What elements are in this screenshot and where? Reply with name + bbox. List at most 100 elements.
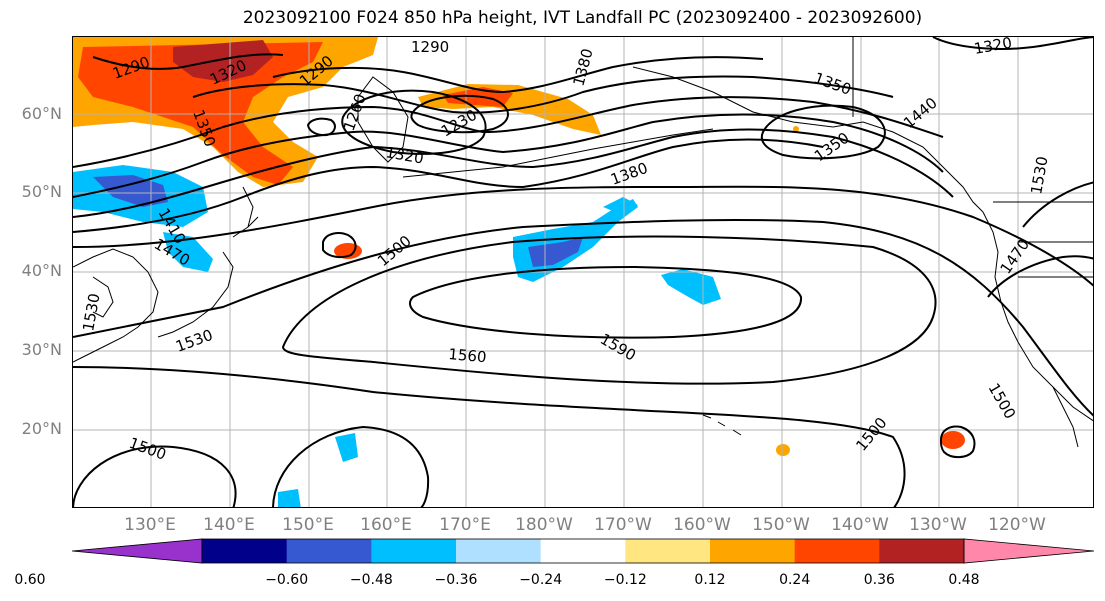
ivt-negative-area-japan — [163, 232, 213, 272]
contour-1290 — [92, 53, 284, 70]
colorbar-extend-high — [963, 538, 1095, 564]
contour-1350-gulf-closed — [760, 104, 886, 160]
coastline-aleutians — [402, 128, 714, 178]
map-canvas: 1290 1320 1290 1260 1290 1350 1380 1230 … — [73, 37, 1093, 507]
lon-label-120w: 120°W — [988, 515, 1046, 535]
border-us-canada — [852, 37, 1093, 278]
contour-label: 1560 — [448, 345, 488, 366]
ivt-negative-area-south-1 — [335, 433, 358, 462]
coastline-sakhalin — [242, 186, 254, 228]
colorbar-segment — [879, 539, 965, 563]
colorbar-segment — [456, 539, 542, 563]
coastline-asia — [73, 248, 159, 363]
ivt-negative-area-northeast — [603, 197, 638, 215]
contour-1560-closed — [281, 235, 937, 385]
contour-1530 — [73, 218, 1093, 417]
coastline-baja — [1052, 386, 1079, 448]
contour-1500-south — [73, 366, 906, 507]
coastline-alaska — [632, 66, 984, 213]
lon-label-160w: 160°W — [673, 515, 731, 535]
ivt-positive-small-gulf — [793, 126, 799, 132]
colorbar-tick-label: 0.12 — [694, 572, 726, 588]
contour-1590-closed — [409, 265, 803, 339]
lon-label-180w: 180°W — [515, 515, 573, 535]
colorbar — [71, 538, 1095, 564]
contour-1500-sw-low — [73, 445, 237, 507]
colorbar-segment — [202, 539, 288, 563]
colorbar-tick-label: −0.12 — [603, 572, 647, 588]
colorbar-segment — [540, 539, 626, 563]
contour-label: 1350 — [812, 69, 854, 99]
contour-label: 1320 — [973, 37, 1014, 58]
lon-label-170e: 170°E — [439, 515, 491, 535]
contour-1260-closed — [341, 89, 487, 155]
contour-label: 1290 — [411, 38, 449, 56]
colorbar-tick-label: −0.60 — [265, 572, 309, 588]
colorbar-tick-label: 0.48 — [948, 572, 980, 588]
ivt-positive-small-east — [941, 431, 965, 449]
colorbar-tick-label: 0.36 — [863, 572, 895, 588]
lon-label-140e: 140°E — [203, 515, 255, 535]
coastline-bc-wa — [982, 211, 1093, 422]
contour-1410 — [73, 113, 944, 198]
map-title: 2023092100 F024 850 hPa height, IVT Land… — [242, 8, 923, 28]
colorbar-extend-low — [71, 538, 203, 564]
contour-label: 1440 — [900, 94, 941, 132]
colorbar-segments — [71, 538, 1095, 564]
colorbar-tick-label: −0.48 — [349, 572, 393, 588]
colorbar-segment — [625, 539, 711, 563]
ivt-positive-small-hawaii-east — [776, 444, 790, 456]
contour-label: 1530 — [79, 292, 103, 333]
colorbar-tick-label: −0.24 — [519, 572, 563, 588]
colorbar-tick-label: 0.24 — [779, 572, 811, 588]
contour-label: 1260 — [340, 91, 370, 133]
contour-1500-south-closed — [272, 425, 430, 507]
contour-label: 1590 — [597, 330, 639, 365]
contour-1470-west-coast — [987, 255, 1093, 298]
contour-1380 — [73, 96, 944, 168]
ivt-negative-area-hawaii-north — [661, 269, 721, 305]
contour-small-closed-gulf2 — [306, 117, 336, 137]
contour-label: 1320 — [384, 143, 425, 167]
contour-1500-north — [73, 185, 1093, 287]
colorbar-segment — [286, 539, 372, 563]
contour-label: 1500 — [127, 434, 169, 464]
contour-1440 — [73, 128, 954, 218]
colorbar-segment — [710, 539, 796, 563]
coastlines — [73, 37, 1093, 448]
ivt-negative-core-japan-sea — [93, 175, 168, 207]
lon-label-170w: 170°W — [594, 515, 652, 535]
contour-small-closed-kuril — [322, 232, 357, 259]
contour-1320-gulf — [932, 37, 1093, 50]
contour-label: 1500 — [985, 380, 1020, 422]
contour-1530-west-coast — [1022, 181, 1093, 228]
colorbar-segment — [794, 539, 880, 563]
lon-label-150w: 150°W — [752, 515, 810, 535]
contour-1320-low — [272, 56, 764, 94]
lon-label-140w: 140°W — [831, 515, 889, 535]
contour-1230-closed — [410, 94, 509, 134]
contour-small-closed-east — [939, 425, 976, 459]
map-panel: 1290 1320 1290 1260 1290 1350 1380 1230 … — [72, 36, 1094, 508]
colorbar-tick-label: 0.60 — [14, 572, 46, 588]
contour-label: 1380 — [569, 46, 596, 88]
lat-label-60n: 60°N — [21, 104, 62, 123]
colorbar-outline — [201, 538, 965, 564]
lon-label-160e: 160°E — [360, 515, 412, 535]
graticule — [73, 37, 1093, 507]
lat-label-20n: 20°N — [21, 419, 62, 438]
ivt-negative-core-midpacific — [528, 237, 583, 267]
contour-label: 1530 — [1027, 155, 1051, 196]
colorbar-tick-label: −0.36 — [434, 572, 478, 588]
coastline-hawaii — [702, 414, 742, 436]
coastline-korea — [92, 276, 114, 318]
contour-label: 1380 — [608, 159, 650, 189]
ivt-negative-area-south-2 — [278, 489, 301, 507]
lat-label-50n: 50°N — [21, 182, 62, 201]
lat-label-40n: 40°N — [21, 261, 62, 280]
ivt-positive-max-siberia — [173, 40, 273, 82]
lon-label-130w: 130°W — [909, 515, 967, 535]
colorbar-segment — [371, 539, 457, 563]
contour-1470-low — [73, 138, 824, 233]
lon-label-130e: 130°E — [124, 515, 176, 535]
